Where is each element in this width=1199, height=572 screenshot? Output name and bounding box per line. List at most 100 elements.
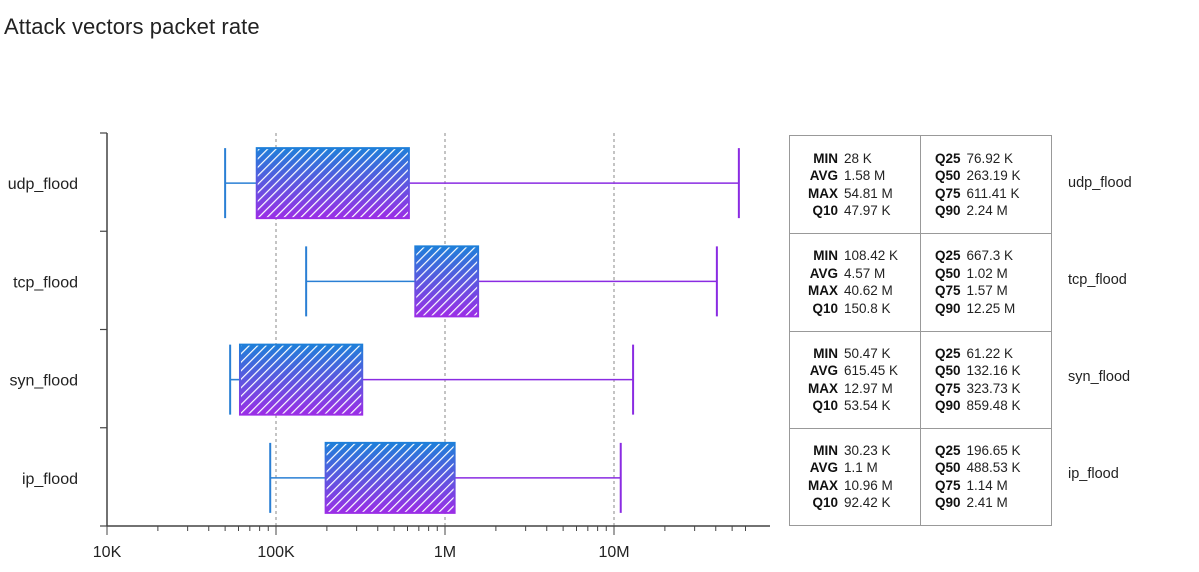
stat-line: MIN 30.23 K xyxy=(790,442,920,460)
stats-col-left: MIN 30.23 K AVG 1.1 M MAX 10.96 M Q10 92.42 K xyxy=(790,428,921,525)
stat-key: Q90 xyxy=(934,203,961,219)
stat-line: Q25 667.3 K xyxy=(921,247,1052,265)
stat-key: Q75 xyxy=(934,185,961,201)
stat-value: 53.54 K xyxy=(844,398,891,414)
axes xyxy=(100,132,770,535)
stat-value: 132.16 K xyxy=(966,363,1021,379)
stat-key: MAX xyxy=(808,185,838,201)
stats-table: MIN 28 K AVG 1.58 M MAX 54.81 M Q10 47.97 K Q25 7… xyxy=(789,135,1052,526)
stat-line: Q50 1.02 M xyxy=(921,265,1052,283)
stat-key: Q50 xyxy=(934,460,961,476)
stat-key: AVG xyxy=(809,363,838,379)
stat-key: MAX xyxy=(808,477,838,493)
stat-line: MIN 28 K xyxy=(790,150,920,168)
stat-key: MIN xyxy=(813,248,838,264)
stat-line: MAX 12.97 M xyxy=(790,380,920,398)
stat-value: 28 K xyxy=(844,150,872,166)
stat-key: Q25 xyxy=(934,150,961,166)
stats-row-udp_flood: MIN 28 K AVG 1.58 M MAX 54.81 M Q10 47.97 K Q25 7… xyxy=(790,136,1052,234)
stat-line: AVG 1.1 M xyxy=(790,459,920,477)
stat-line: MAX 54.81 M xyxy=(790,185,920,203)
stat-value: 2.24 M xyxy=(966,203,1008,219)
stat-key: MIN xyxy=(813,150,838,166)
stat-value: 10.96 M xyxy=(844,477,893,493)
stat-value: 40.62 M xyxy=(844,283,893,299)
stats-col-left: MIN 28 K AVG 1.58 M MAX 54.81 M Q10 47.97 K xyxy=(790,136,921,234)
stat-value: 488.53 K xyxy=(966,460,1021,476)
stat-line: MAX 40.62 M xyxy=(790,282,920,300)
stat-line: Q25 196.65 K xyxy=(921,442,1052,460)
stat-line: Q90 2.41 M xyxy=(921,494,1052,512)
x-tick-label: 10M xyxy=(598,544,629,561)
stat-line: Q50 488.53 K xyxy=(921,459,1052,477)
stat-value: 92.42 K xyxy=(844,495,891,511)
stat-key: Q25 xyxy=(934,345,961,361)
box-hatch xyxy=(239,344,363,415)
box-outline xyxy=(238,343,364,416)
stat-value: 4.57 M xyxy=(844,265,886,281)
stat-key: Q75 xyxy=(934,380,961,396)
stat-value: 1.58 M xyxy=(844,168,886,184)
category-label: ip_flood xyxy=(22,471,78,488)
chart-title: Attack vectors packet rate xyxy=(4,14,260,39)
stat-line: Q10 150.8 K xyxy=(790,300,920,318)
stat-line: Q10 53.54 K xyxy=(790,397,920,415)
stat-line: Q50 263.19 K xyxy=(921,167,1052,185)
category-label: syn_flood xyxy=(10,373,79,390)
stat-value: 12.97 M xyxy=(844,380,893,396)
stat-line: AVG 1.58 M xyxy=(790,167,920,185)
stat-value: 667.3 K xyxy=(966,248,1014,264)
stat-value: 76.92 K xyxy=(966,150,1014,166)
stat-key: MAX xyxy=(808,283,838,299)
stat-key: MIN xyxy=(813,442,838,458)
box-hatch xyxy=(325,442,455,513)
stat-value: 150.8 K xyxy=(844,300,891,316)
stat-value: 1.14 M xyxy=(966,477,1008,493)
stat-key: AVG xyxy=(809,460,838,476)
stat-key: Q50 xyxy=(934,363,961,379)
stat-value: 615.45 K xyxy=(844,363,899,379)
stat-key: Q75 xyxy=(934,477,961,493)
category-label: udp_flood xyxy=(8,176,78,193)
stat-key: Q90 xyxy=(934,300,961,316)
stat-line: Q10 47.97 K xyxy=(790,202,920,220)
stat-key: AVG xyxy=(809,168,838,184)
stat-value: 47.97 K xyxy=(844,203,891,219)
stat-key: Q25 xyxy=(934,442,961,458)
stat-key: MIN xyxy=(813,345,838,361)
x-tick-label: 1M xyxy=(434,544,456,561)
stat-line: MIN 50.47 K xyxy=(790,345,920,363)
stat-line: Q90 12.25 M xyxy=(921,300,1052,318)
box-outline xyxy=(324,441,456,514)
stats-col-left: MIN 108.42 K AVG 4.57 M MAX 40.62 M Q10 150.8 K xyxy=(790,234,921,331)
stat-key: MAX xyxy=(808,380,838,396)
x-tick-label: 10K xyxy=(93,544,122,561)
stats-row-syn_flood: MIN 50.47 K AVG 615.45 K MAX 12.97 M Q10 53.54 … xyxy=(790,330,1052,428)
right-category-label: syn_flood xyxy=(1068,369,1131,386)
stat-line: Q10 92.42 K xyxy=(790,494,920,512)
stat-value: 611.41 K xyxy=(966,185,1020,201)
box-syn_flood xyxy=(229,343,635,416)
right-category-label: tcp_flood xyxy=(1068,271,1127,288)
box-tcp_flood xyxy=(305,245,718,318)
stat-key: Q75 xyxy=(934,283,961,299)
stat-line: Q75 323.73 K xyxy=(921,380,1052,398)
stat-value: 1.57 M xyxy=(966,283,1008,299)
stat-value: 2.41 M xyxy=(966,495,1008,511)
stats-col-right: Q25 196.65 K Q50 488.53 K Q75 1.14 M Q90 2.41 M xyxy=(921,429,1052,525)
stat-line: Q75 611.41 K xyxy=(921,185,1052,203)
stat-value: 12.25 M xyxy=(966,300,1016,316)
stat-key: Q10 xyxy=(812,203,838,219)
stat-value: 30.23 K xyxy=(844,442,891,458)
stat-line: Q90 859.48 K xyxy=(921,397,1052,415)
stat-value: 1.1 M xyxy=(844,460,878,476)
labels: 10K 100K 1M 10M udp_flood tcp_flood syn_floodi… xyxy=(8,176,630,561)
stat-value: 1.02 M xyxy=(966,265,1008,281)
stat-key: Q10 xyxy=(812,398,838,414)
box-outline xyxy=(255,147,410,220)
category-label: tcp_flood xyxy=(13,274,78,291)
stat-key: Q10 xyxy=(812,495,838,511)
stats-row-ip_flood: MIN 30.23 K AVG 1.1 M MAX 10.96 M Q10 92.42 K Q2… xyxy=(790,427,1052,525)
boxes xyxy=(224,147,740,514)
